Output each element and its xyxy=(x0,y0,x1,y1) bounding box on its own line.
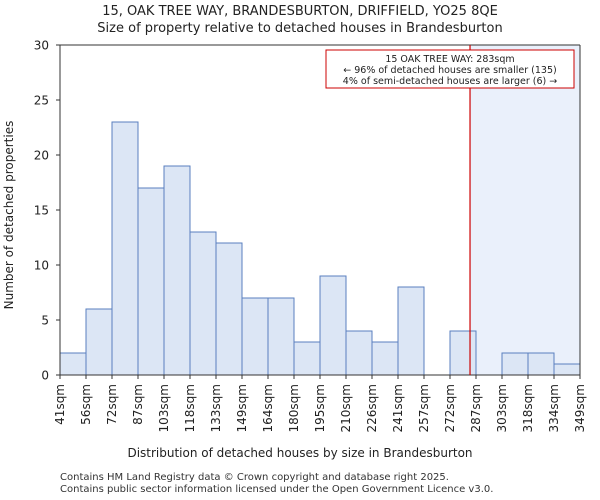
highlight-region xyxy=(470,45,580,375)
x-tick-label: 41sqm xyxy=(53,384,67,425)
x-tick-label: 87sqm xyxy=(131,384,145,425)
y-tick-label: 5 xyxy=(41,314,49,328)
x-tick-label: 72sqm xyxy=(105,384,119,425)
footer-line1: Contains HM Land Registry data © Crown c… xyxy=(60,472,449,483)
annotation-line1: 15 OAK TREE WAY: 283sqm xyxy=(385,54,514,65)
bar xyxy=(189,231,217,376)
bar xyxy=(345,330,373,376)
x-tick-label: 195sqm xyxy=(313,384,327,432)
bar xyxy=(319,275,347,376)
x-ticks-group: 41sqm 56sqm 72sqm 87sqm 103sqm 118sqm 133sqm 14… xyxy=(53,375,587,432)
x-tick-label: 149sqm xyxy=(235,384,249,432)
x-tick-label: 303sqm xyxy=(495,384,509,432)
x-tick-label: 241sqm xyxy=(391,384,405,432)
x-tick-label: 287sqm xyxy=(469,384,483,432)
annotation-box xyxy=(325,49,575,89)
x-tick-label: 103sqm xyxy=(157,384,171,432)
y-tick-label: 20 xyxy=(34,149,49,163)
annotation-line3: 4% of semi-detached houses are larger (6… xyxy=(343,76,557,87)
chart: 15, OAK TREE WAY, BRANDESBURTON, DRIFFIE… xyxy=(2,4,587,460)
bar xyxy=(553,363,581,376)
bar xyxy=(527,352,555,376)
chart-title-line1: 15, OAK TREE WAY, BRANDESBURTON, DRIFFIE… xyxy=(102,4,498,19)
x-tick-label: 210sqm xyxy=(339,384,353,432)
footer-line2: Contains public sector information licen… xyxy=(60,484,494,495)
x-tick-label: 56sqm xyxy=(79,384,93,425)
bar xyxy=(111,121,139,376)
bar xyxy=(267,297,295,376)
x-tick-label: 118sqm xyxy=(183,384,197,432)
annotation-line2: ← 96% of detached houses are smaller (13… xyxy=(343,65,556,76)
y-tick-label: 0 xyxy=(41,369,49,383)
y-tick-label: 10 xyxy=(34,259,49,273)
x-tick-label: 257sqm xyxy=(417,384,431,432)
x-tick-label: 272sqm xyxy=(443,384,457,432)
bar xyxy=(397,286,425,376)
bar xyxy=(137,187,165,376)
bar xyxy=(293,341,321,376)
bars-group xyxy=(59,121,581,376)
bar xyxy=(501,352,529,376)
x-tick-label: 180sqm xyxy=(287,384,301,432)
bar xyxy=(163,165,191,376)
chart-title-line2: Size of property relative to detached ho… xyxy=(97,21,502,36)
x-tick-label: 334sqm xyxy=(547,384,561,432)
bar xyxy=(85,308,113,376)
y-axis-label: Number of detached properties xyxy=(2,121,16,310)
x-tick-label: 226sqm xyxy=(365,384,379,432)
x-tick-label: 318sqm xyxy=(521,384,535,432)
x-tick-label: 349sqm xyxy=(573,384,587,432)
x-tick-label: 133sqm xyxy=(209,384,223,432)
bar xyxy=(371,341,399,376)
y-ticks-group: 0 5 10 15 20 25 30 xyxy=(34,39,60,383)
x-tick-label: 164sqm xyxy=(261,384,275,432)
x-axis-label: Distribution of detached houses by size … xyxy=(127,446,472,460)
y-tick-label: 25 xyxy=(34,94,49,108)
bar xyxy=(59,352,87,376)
bar xyxy=(215,242,243,376)
bar xyxy=(241,297,269,376)
bar xyxy=(449,330,477,376)
y-tick-label: 30 xyxy=(34,39,49,53)
y-tick-label: 15 xyxy=(34,204,49,218)
